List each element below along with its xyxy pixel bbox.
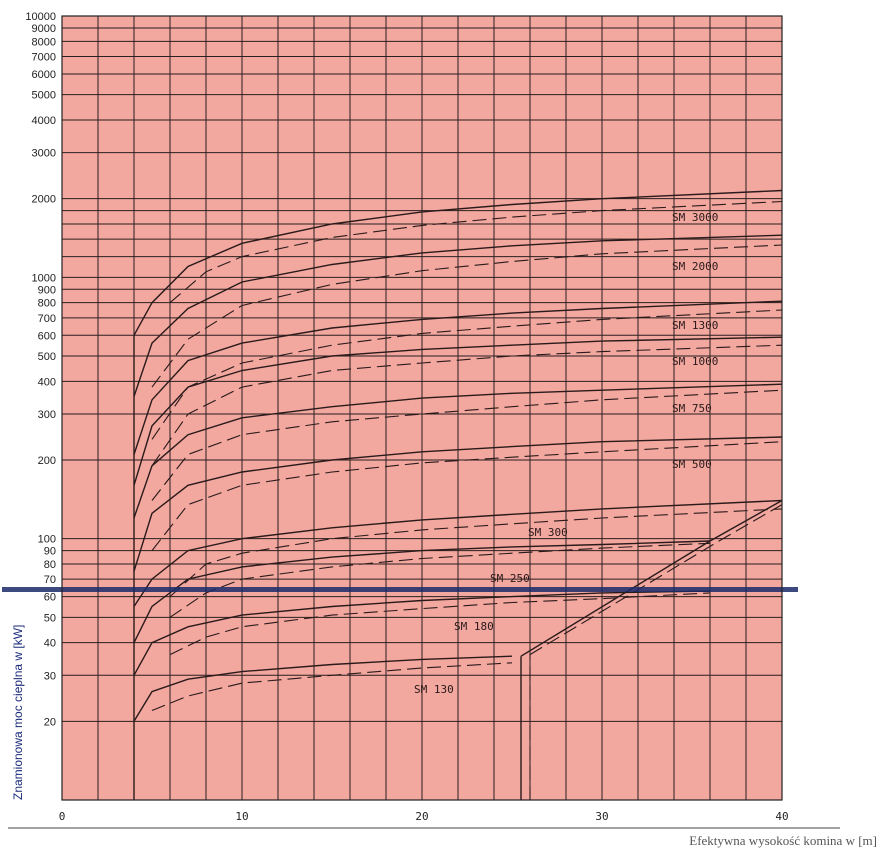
x-tick-label: 20	[415, 810, 428, 823]
series-label: SM 300	[528, 526, 568, 539]
series-dashed-sm-3000-0	[169, 200, 783, 304]
y-tick-label: 30	[44, 670, 56, 682]
series-line-sm-500-5	[133, 436, 783, 572]
y-tick-label: 7000	[32, 51, 56, 63]
series-line-sm-3000-0	[133, 189, 783, 336]
series-dashed-sm-2000-1	[151, 244, 783, 388]
y-tick-label: 800	[38, 298, 56, 310]
series-dashed-sm-500-5	[151, 441, 783, 551]
y-tick-label: 80	[44, 559, 56, 571]
y-tick-label: 50	[44, 612, 56, 624]
series-label: SM 1000	[672, 355, 718, 368]
scan-artifact-band	[2, 587, 798, 592]
series-label: SM 130	[414, 683, 454, 696]
series-line-sm-2000-1	[133, 234, 783, 397]
series-labels: SM 3000 SM 2000 SM 1300 SM 1000 SM 750 SM 500…	[414, 211, 718, 696]
y-tick-label: 500	[38, 351, 56, 363]
series-dashed-sm-1300-2	[151, 309, 783, 440]
series-dashed-sm-180-8	[169, 592, 711, 656]
series-dashed-construction-12	[529, 504, 783, 656]
series-line-construction-12	[520, 499, 783, 657]
x-tick-label: 0	[59, 810, 66, 823]
y-axis-label: Znamionowa moc cieplna w [kW]	[11, 625, 25, 800]
curves	[133, 189, 783, 800]
y-tick-label: 70	[44, 574, 56, 586]
y-tick-label: 2000	[32, 194, 56, 206]
series-label: SM 180	[454, 620, 494, 633]
y-tick-label: 100	[38, 534, 56, 546]
y-tick-label: 9000	[32, 23, 56, 35]
y-tick-label: 40	[44, 638, 56, 650]
series-dashed-sm-300-6	[169, 508, 783, 598]
grid-lines	[62, 15, 782, 800]
series-label: SM 2000	[672, 260, 718, 273]
series-line-sm-130-9	[133, 655, 513, 722]
x-tick-label: 30	[595, 810, 608, 823]
y-tick-label: 1000	[32, 272, 56, 284]
y-tick-label: 900	[38, 284, 56, 296]
series-line-sm-180-8	[133, 590, 711, 676]
y-tick-label: 300	[38, 409, 56, 421]
series-label: SM 750	[672, 402, 712, 415]
y-tick-label: 8000	[32, 36, 56, 48]
y-tick-label: 3000	[32, 148, 56, 160]
series-line-sm-300-6	[133, 499, 783, 607]
series-line-sm-1300-2	[133, 300, 783, 455]
series-dashed-sm-130-9	[151, 662, 513, 712]
y-tick-label: 700	[38, 313, 56, 325]
series-line-sm-1000-3	[133, 336, 783, 486]
x-axis-ticks: 0 10 20 30 40	[59, 810, 789, 823]
series-line-sm-750-4	[133, 383, 783, 519]
y-tick-label: 200	[38, 455, 56, 467]
y-tick-label: 6000	[32, 69, 56, 81]
series-label: SM 1300	[672, 319, 718, 332]
x-axis-label: Efektywna wysokość komina w [m]	[689, 833, 877, 848]
series-dashed-sm-750-4	[151, 389, 783, 501]
y-tick-label: 60	[44, 592, 56, 604]
series-label: SM 250	[490, 572, 530, 585]
x-tick-label: 10	[235, 810, 248, 823]
y-tick-label: 4000	[32, 115, 56, 127]
series-line-sm-250-7	[133, 540, 711, 644]
y-tick-label: 400	[38, 376, 56, 388]
y-tick-label: 90	[44, 546, 56, 558]
y-tick-label: 20	[44, 716, 56, 728]
y-tick-label: 600	[38, 330, 56, 342]
y-tick-label: 5000	[32, 90, 56, 102]
plot-frame	[61, 15, 783, 801]
series-dashed-sm-1000-3	[151, 344, 783, 467]
series-label: SM 500	[672, 458, 712, 471]
x-tick-label: 40	[775, 810, 788, 823]
series-label: SM 3000	[672, 211, 718, 224]
y-tick-label: 10000	[25, 11, 56, 23]
